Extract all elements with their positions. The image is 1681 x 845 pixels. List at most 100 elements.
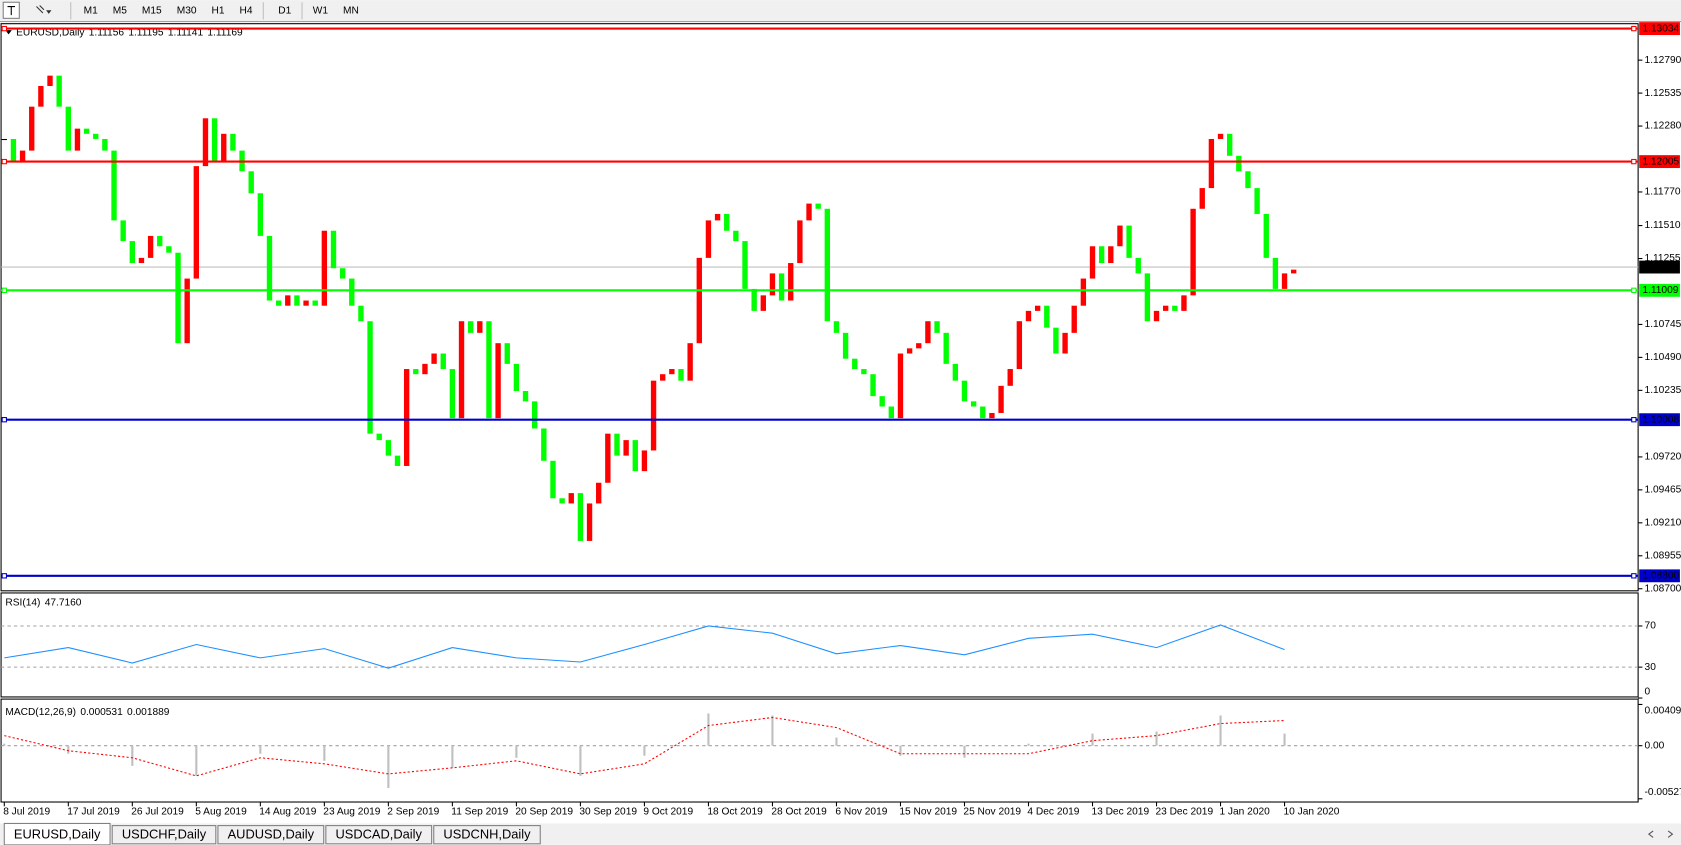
candle-body — [1053, 327, 1059, 354]
candle-body — [120, 220, 126, 242]
macd-frame — [0, 698, 1639, 803]
x-tick-label: 1 Jan 2020 — [1219, 806, 1270, 817]
candle-body — [1190, 208, 1196, 296]
x-tick-label: 15 Nov 2019 — [899, 806, 957, 817]
ohlc-value: 1.11169 — [207, 27, 243, 38]
macd-bar — [387, 745, 390, 788]
symbol: EURUSD,Daily — [16, 27, 85, 38]
ohlc-value: 1.11195 — [128, 27, 164, 38]
candle-body — [1272, 257, 1279, 289]
candle-body — [742, 241, 748, 289]
candle-body — [1227, 133, 1233, 156]
candle-body — [285, 295, 291, 306]
level-label: 1.10008 — [1642, 414, 1679, 425]
tab[interactable]: USDCNH,Daily — [433, 825, 541, 845]
tab-bg — [325, 825, 433, 845]
candle-body — [861, 369, 867, 375]
timeframe-button[interactable]: M5 — [113, 6, 127, 17]
level-handle — [1631, 25, 1637, 32]
x-tick-label: 8 Jul 2019 — [3, 806, 50, 817]
candle-body — [10, 138, 17, 161]
y-tick-label: 0.004095 — [1645, 706, 1681, 717]
tab-label: EURUSD,Daily — [14, 827, 101, 842]
level-label: 1.11009 — [1642, 285, 1678, 296]
candle-body — [431, 353, 437, 364]
y-tick-label: 1.10490 — [1645, 352, 1681, 363]
macd-bar — [515, 745, 518, 758]
x-tick-label: 17 Jul 2019 — [67, 806, 120, 817]
candle-body — [952, 363, 959, 381]
candle-body — [687, 343, 693, 381]
objects-tool[interactable] — [36, 5, 52, 14]
macd-bar — [451, 745, 454, 768]
macd-bar — [131, 745, 134, 766]
timeframe-button[interactable]: H4 — [240, 6, 253, 17]
candle-body — [1016, 321, 1023, 370]
timeframe-button[interactable]: H1 — [212, 6, 225, 17]
y-tick-label: 1.11770 — [1645, 187, 1681, 198]
candle-body — [989, 412, 995, 419]
candle-body — [916, 343, 922, 349]
ohlc-value: 1.11141 — [168, 27, 204, 38]
candle-body — [38, 85, 44, 107]
tab[interactable]: EURUSD,Daily — [3, 822, 111, 845]
candle-body — [1181, 295, 1187, 311]
timeframe-button[interactable]: M15 — [142, 6, 162, 17]
ohlc-value: 1.11156 — [89, 27, 125, 38]
candle-body — [1108, 246, 1114, 264]
candle-body — [925, 321, 931, 344]
timeframe-button[interactable]: MN — [343, 6, 359, 17]
indicator-name: RSI(14) — [5, 597, 40, 608]
x-tick-label: 18 Oct 2019 — [707, 806, 763, 817]
candle-body — [1281, 273, 1288, 289]
candle-body — [888, 406, 895, 419]
candle-body — [330, 230, 337, 269]
candle-body — [705, 220, 712, 258]
macd-bar — [835, 737, 838, 746]
candle-body — [970, 401, 977, 407]
candle-body — [550, 460, 556, 499]
candle-body — [696, 257, 702, 344]
candle-body — [477, 321, 483, 333]
level-label: 1.12005 — [1642, 156, 1679, 167]
candle-body — [422, 363, 428, 375]
candle-body — [833, 321, 840, 333]
macd-bar — [707, 713, 710, 746]
tab[interactable]: USDCAD,Daily — [325, 825, 433, 845]
tab[interactable]: AUDUSD,Daily — [217, 825, 325, 845]
indicator-name: MACD(12,26,9) — [5, 707, 76, 718]
candle-body — [394, 455, 401, 466]
candle-body — [1098, 246, 1105, 264]
candle-body — [522, 391, 529, 402]
timeframe-button[interactable]: M30 — [177, 6, 197, 17]
candle-body — [1071, 305, 1077, 333]
candle-body — [778, 273, 785, 301]
candle-body — [221, 133, 227, 161]
indicator-title: MACD(12,26,9) 0.000531 0.001889 — [5, 707, 169, 718]
candle-body — [1245, 171, 1251, 189]
candle-body — [577, 493, 584, 541]
macd-bar — [963, 745, 966, 758]
level-label: 1.13034 — [1642, 23, 1679, 34]
y-tick-label: 1.10745 — [1645, 319, 1681, 330]
x-tick-label: 25 Nov 2019 — [963, 806, 1021, 817]
candle-body — [275, 300, 282, 306]
candle-body — [111, 150, 117, 221]
scroll-left[interactable] — [1647, 830, 1654, 838]
candle-body — [56, 75, 62, 107]
timeframe-button[interactable]: M1 — [84, 6, 98, 17]
timeframe-button[interactable]: W1 — [313, 6, 329, 17]
timeframe-button[interactable]: D1 — [278, 6, 291, 17]
candle-body — [769, 273, 776, 296]
candle-body — [1044, 305, 1050, 328]
tab[interactable]: USDCHF,Daily — [111, 825, 217, 845]
signal-line — [4, 716, 1285, 777]
candle-body — [1135, 257, 1141, 274]
candle-body — [842, 332, 849, 359]
candle-body — [312, 300, 318, 306]
x-tick-label: 11 Sep 2019 — [451, 806, 508, 817]
candle-body — [1, 138, 7, 141]
scroll-right[interactable] — [1667, 830, 1674, 838]
indicator-value: 0.001889 — [127, 707, 170, 718]
candle-body — [1025, 310, 1032, 322]
